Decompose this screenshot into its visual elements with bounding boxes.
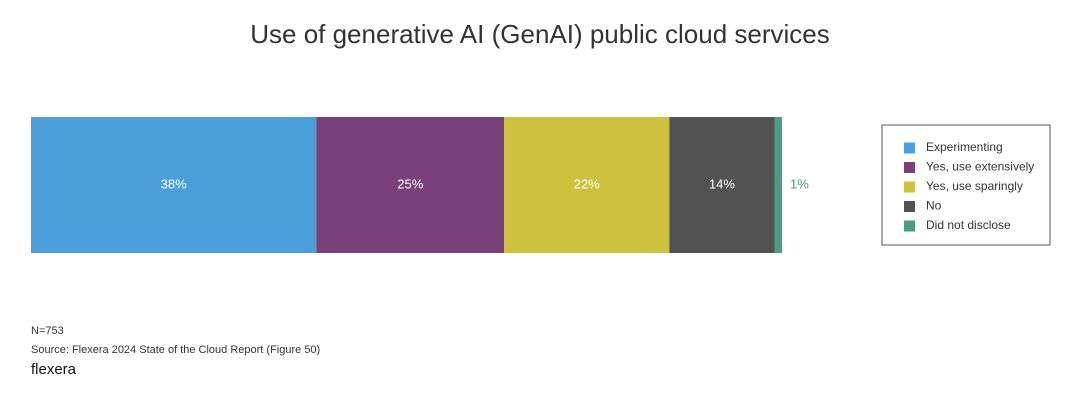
legend-swatch (904, 162, 915, 173)
legend-swatch (904, 181, 915, 193)
legend-label: Yes, use sparingly (926, 179, 1023, 193)
source: Source: Flexera 2024 State of the Cloud … (31, 344, 320, 356)
bar-segment (774, 117, 782, 253)
bar-segment (31, 117, 317, 253)
data-label: 1% (790, 176, 809, 191)
legend-swatch (904, 142, 915, 154)
legend-label: Did not disclose (926, 218, 1011, 232)
data-label: 38% (161, 176, 187, 191)
bar-segment (316, 117, 505, 253)
note: N=753 (31, 325, 64, 337)
legend-label: Yes, use extensively (926, 160, 1034, 174)
legend-swatch (904, 201, 915, 212)
chart-title: Use of generative AI (GenAI) public clou… (250, 19, 830, 49)
logo: flexera (31, 361, 77, 378)
legend-box (881, 124, 1051, 246)
legend-swatch (904, 220, 915, 232)
data-label: 25% (397, 176, 423, 191)
data-label: 22% (574, 176, 600, 191)
bar-segment (669, 117, 775, 253)
data-label: 14% (709, 176, 735, 191)
bar-segment (504, 117, 670, 253)
legend-label: No (926, 199, 942, 213)
legend-label: Experimenting (926, 140, 1003, 154)
